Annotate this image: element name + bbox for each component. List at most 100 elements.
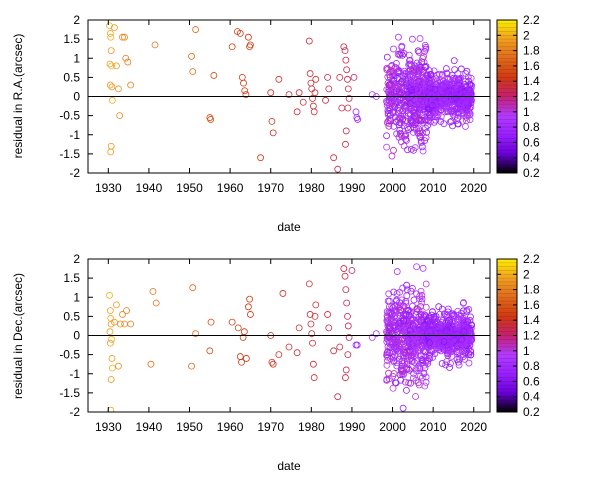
ra-data-point [423,112,431,120]
dec-data-point [398,335,405,343]
dec-colorbar-tick-label: 1.6 [523,298,540,312]
dec-data-point [427,340,435,348]
ra-data-point [437,113,445,121]
ra-data-point [398,111,406,119]
ra-data-point [465,77,473,85]
ra-x-tick-label: 1950 [176,181,203,195]
ra-data-point [411,144,419,152]
ra-data-point [312,75,320,83]
dec-plot-points [106,263,476,412]
dec-colorbar-tick-label: 2.2 [523,252,540,266]
dec-data-point [409,284,416,292]
ra-colorbar-tick-label: 2 [523,28,530,42]
ra-data-point [463,92,471,99]
ra-data-point [398,42,406,50]
ra-data-point [188,52,195,60]
ra-data-point [418,143,426,151]
dec-data-point [426,351,434,359]
ra-x-tick-label: 1940 [136,181,163,195]
ra-data-point [413,59,421,67]
dec-data-point [406,326,414,334]
ra-data-point [465,111,473,119]
dec-x-tick-label: 1940 [136,420,163,434]
ra-data-point [423,128,430,136]
ra-data-point [383,143,391,151]
ra-data-point [106,81,114,89]
dec-data-point [442,318,450,326]
dec-data-point [115,362,122,370]
dec-data-point [106,339,114,347]
dec-data-point [392,339,400,347]
dec-data-point [343,299,351,307]
ra-data-point [432,81,440,89]
dec-data-point [467,351,474,359]
dec-data-point [228,318,236,326]
dec-data-point [406,333,414,341]
dec-data-point [344,312,351,320]
dec-data-point [405,311,413,319]
dec-data-point [398,367,406,374]
ra-data-point [392,83,400,91]
ra-data-point [402,131,409,139]
dec-data-point [342,286,350,294]
ra-data-point [418,58,426,66]
dec-data-point [390,313,398,321]
dec-data-point [305,280,313,288]
ra-data-point [322,96,329,104]
ra-data-point [387,67,395,75]
dec-data-point [149,288,157,295]
ra-data-point [350,73,358,81]
ra-data-point [113,62,120,70]
dec-data-point [398,362,406,370]
ra-data-point [410,65,418,73]
dec-data-point [451,333,459,341]
ra-data-point [417,134,424,141]
ra-data-point [275,75,283,83]
ra-data-point [299,98,307,106]
ra-data-point [330,154,338,162]
dec-data-point [293,349,301,357]
dec-data-point [206,347,214,355]
dec-data-point [147,360,155,368]
dec-x-tick-label: 2000 [379,420,406,434]
ra-data-point [401,132,408,140]
ra-colorbar-tick-label: 2.2 [523,13,540,27]
ra-data-point [311,89,319,97]
ra-data-point [421,41,429,49]
ra-data-point [457,65,465,73]
dec-data-point [441,326,449,334]
dec-y-tick-label: 2 [73,252,80,266]
ra-data-point [428,92,435,100]
ra-data-point [242,91,250,98]
dec-data-point [460,327,468,335]
dec-data-point [279,290,287,297]
ra-data-point [451,107,458,115]
ra-data-point [269,129,277,137]
dec-data-point [439,333,447,341]
ra-data-point [392,59,400,67]
dec-data-point [409,374,417,382]
dec-data-point [449,330,457,338]
dec-data-point [417,311,425,318]
ra-data-point [425,67,433,75]
dec-data-point [383,376,391,384]
dec-data-point [415,381,423,389]
ra-data-point [285,91,293,98]
ra-data-point [459,94,467,101]
dec-data-point [424,342,431,350]
ra-colorbar-tick-label: 1.6 [523,59,540,73]
dec-data-point [435,339,443,347]
ra-colorbar-tick-label: 0.4 [523,151,540,165]
dec-data-point [415,313,423,321]
ra-data-point [309,95,316,102]
ra-x-tick-label: 1990 [339,181,366,195]
dec-data-point [342,374,349,381]
dec-data-point [403,317,411,325]
ra-data-point [393,75,401,82]
dec-residual-panel: -2-1.5-1-0.500.511.52 1930 1940 1950 1960 19… [11,252,540,473]
dec-data-point [107,406,115,412]
ra-data-point [415,67,423,74]
dec-data-point [418,356,426,363]
ra-data-point [434,111,442,119]
dec-data-point [440,338,448,345]
